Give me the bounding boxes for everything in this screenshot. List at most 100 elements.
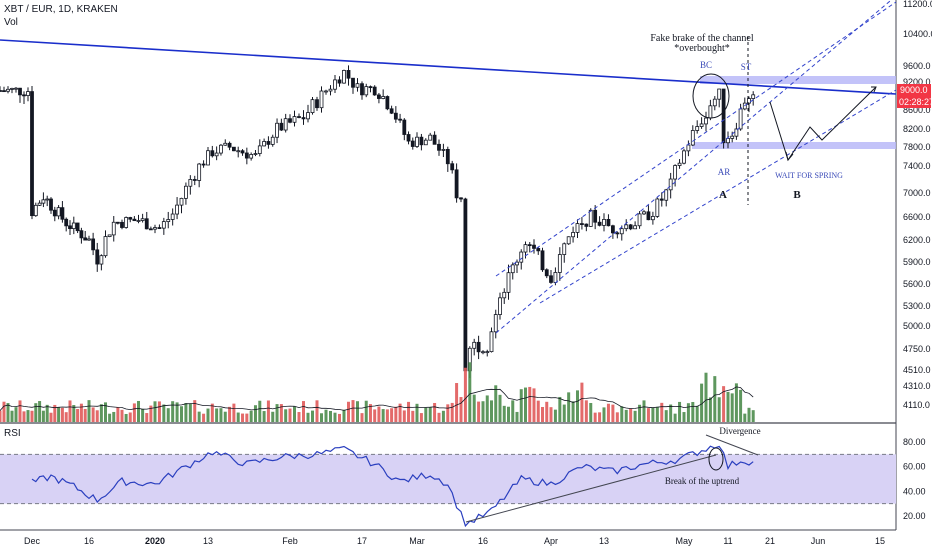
candle-body (79, 230, 84, 239)
candle-body (571, 232, 575, 238)
candle-body (144, 218, 149, 230)
volume-bar (638, 404, 642, 422)
rsi-divergence-line (705, 434, 759, 456)
volume-bar (10, 410, 14, 422)
rsi-tick-label: 40.00 (903, 486, 926, 496)
volume-bar (678, 401, 682, 422)
candle-body (201, 163, 206, 166)
volume-bar (76, 408, 80, 422)
volume-bar (390, 408, 394, 422)
candle-body (236, 150, 241, 153)
candle-body (619, 228, 624, 235)
volume-bar (45, 404, 49, 422)
candle-body (91, 238, 96, 251)
candle-body (128, 217, 133, 220)
last-price-tag-bg (897, 84, 931, 96)
candle-body (393, 112, 398, 120)
candle-body (368, 86, 373, 89)
candle-body (695, 126, 700, 131)
candle-body (49, 198, 53, 211)
candle-body (540, 250, 545, 271)
time-tick-label: 2020 (145, 536, 165, 546)
candle-body (536, 247, 541, 252)
candle-body (527, 244, 532, 247)
volume-bar (228, 406, 232, 422)
rsi-uptrend-line (465, 454, 717, 523)
candle-body (41, 199, 46, 204)
volume-bar (91, 407, 95, 422)
candle-body (2, 90, 6, 93)
volume-bar (293, 406, 296, 422)
time-tick-label: Dec (24, 536, 41, 546)
volume-bar (175, 402, 179, 422)
rsi-band (0, 454, 896, 504)
price-tick-label: 7800.0 (903, 142, 931, 152)
candle-body (253, 153, 258, 155)
candle-body (655, 198, 660, 217)
volume-bar (245, 413, 249, 422)
candle-body (103, 236, 108, 257)
volume-bar (437, 412, 441, 422)
time-tick-label: Mar (409, 536, 425, 546)
volume-bar (428, 407, 432, 422)
volume-bar (53, 404, 57, 422)
volume-bar (253, 405, 257, 422)
candle-body (275, 122, 279, 138)
volume-bar (116, 407, 120, 422)
candle-body (170, 213, 175, 220)
candle-body (214, 152, 219, 157)
price-tick-label: 6200.0 (903, 235, 931, 245)
candle-body (56, 207, 61, 217)
candle-body (179, 197, 184, 206)
candle-body (210, 150, 215, 157)
candle-body (6, 88, 10, 92)
volume-bar (502, 405, 506, 422)
candle-body (333, 79, 337, 90)
volume-bar (128, 412, 132, 422)
volume-bar (6, 403, 10, 422)
candle-body (751, 94, 756, 99)
volume-bar (38, 401, 42, 422)
candle-body (708, 105, 713, 119)
candle-body (566, 236, 571, 245)
volume-bar (459, 397, 463, 422)
volume-bar (424, 407, 428, 422)
volume-bar (611, 404, 615, 422)
volume-bar (329, 410, 332, 422)
candle-body (664, 189, 669, 201)
volume-bar (673, 413, 677, 422)
projection-path (769, 86, 877, 162)
candle-body (124, 217, 129, 228)
candle-body (227, 142, 232, 148)
volume-bar (241, 413, 245, 422)
candle-body (472, 341, 477, 349)
volume-bar (184, 403, 188, 422)
candle-body (346, 70, 351, 79)
candle-body (10, 87, 14, 90)
candle-body (157, 227, 162, 229)
volume-bar (157, 401, 161, 422)
candle-body (602, 218, 606, 226)
candle-body (33, 204, 38, 217)
price-tick-label: 11200.0 (903, 0, 932, 9)
time-tick-label: 13 (599, 536, 609, 546)
candle-body (637, 213, 642, 227)
volume-bar (562, 404, 566, 422)
volume-bar (730, 393, 734, 422)
volume-bar (338, 413, 341, 422)
volume-bar (14, 407, 18, 422)
candle-body (381, 96, 386, 99)
candle-body (257, 145, 262, 154)
candle-body (615, 232, 620, 235)
volume-bar (266, 400, 270, 422)
candle-body (301, 117, 306, 120)
volume-bar (743, 413, 747, 422)
resistance-zone (700, 76, 896, 84)
candle-body (610, 225, 615, 234)
volume-bar (524, 387, 527, 422)
candle-body (184, 185, 188, 199)
volume-bar (83, 408, 87, 422)
volume-bar (463, 367, 467, 422)
